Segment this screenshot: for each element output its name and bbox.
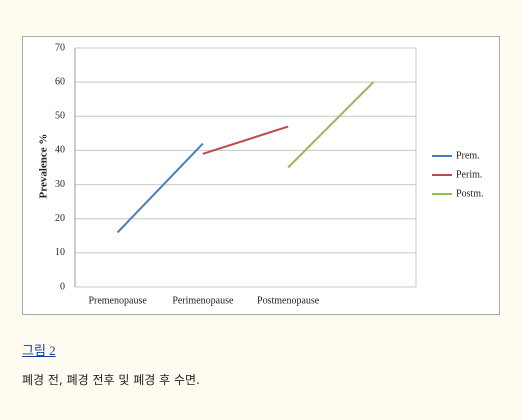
x-tick-label: Premenopause <box>88 295 147 306</box>
y-tick-label: 10 <box>55 247 65 258</box>
y-axis-title: Prevalence % <box>38 134 50 199</box>
chart-frame <box>22 36 500 315</box>
figure-link[interactable]: 그림 2 <box>22 343 56 358</box>
y-tick-label: 50 <box>55 111 65 122</box>
y-tick-label: 20 <box>55 213 65 224</box>
series-line <box>202 125 289 155</box>
figure-caption: 폐경 전, 폐경 전후 및 폐경 후 수면. <box>22 373 200 387</box>
series-line <box>116 142 204 234</box>
x-tick-label: Perimenopause <box>172 295 234 306</box>
y-tick-label: 40 <box>55 145 65 156</box>
y-tick-label: 70 <box>55 42 65 53</box>
y-tick-label: 0 <box>60 281 65 292</box>
legend-label: Postm. <box>456 188 484 199</box>
legend-label: Prem. <box>456 150 480 161</box>
x-tick-label: Postmenopause <box>257 295 320 306</box>
y-tick-label: 60 <box>55 76 65 87</box>
legend-label: Perim. <box>456 169 482 180</box>
chart: Prevalence % 0 10 20 30 40 50 60 70 Premenopause… <box>22 36 500 315</box>
y-tick-label: 30 <box>55 179 65 190</box>
series-line <box>287 81 375 169</box>
